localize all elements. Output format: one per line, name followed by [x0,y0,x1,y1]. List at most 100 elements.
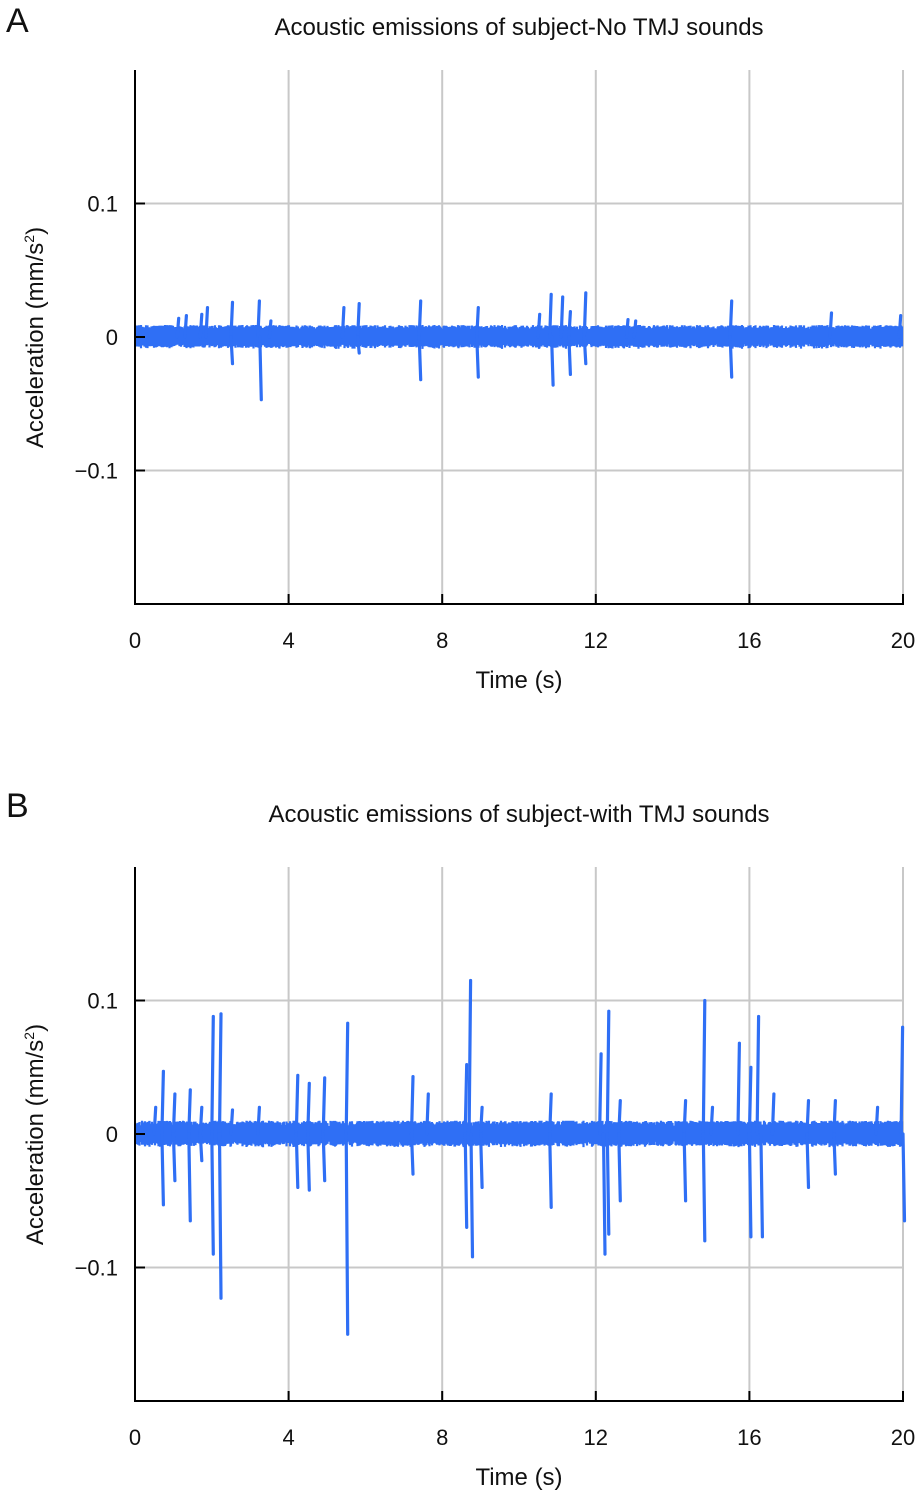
signal-spike [755,1014,761,1136]
x-tick-label: 8 [436,1425,448,1450]
signal-spike [210,1014,215,1136]
signal-spike [728,335,734,379]
signal-spike [306,1081,311,1136]
signal-spike [258,335,263,402]
signal-spike [321,1132,327,1183]
chart-title: Acoustic emissions of subject-No TMJ sou… [274,14,764,41]
signal-spike [548,1132,553,1209]
signal-spike [805,1099,811,1136]
signal-spike [582,291,588,339]
signal-spike [479,1132,484,1189]
signal-spike [356,335,361,355]
signal-spike [356,302,361,339]
panel-a: A Acoustic emissions of subject-No TMJ s… [6,2,915,694]
signal-spike [204,306,210,339]
signal-spike [617,1132,622,1203]
signal-spike [217,1012,223,1136]
signal-spike [409,1132,415,1176]
signal-spike [229,335,235,366]
signal-spike [160,1132,165,1207]
x-tick-label: 0 [129,628,141,653]
x-tick-label: 16 [737,628,761,653]
y-tick-label: −0.1 [75,1256,118,1281]
chart-title: Acoustic emissions of subject-with TMJ s… [268,801,770,828]
signal-spike [597,1052,603,1136]
signal-spike [425,1092,430,1136]
signal-spike [217,1132,223,1300]
signal-baseline [134,1120,904,1148]
x-axis-label: Time (s) [475,1464,563,1491]
signal-spike [229,1108,235,1136]
signal-spike [183,314,188,339]
signal-spike [632,319,638,339]
signal-spike [770,1092,776,1136]
signal-spike [701,1132,707,1243]
panel-label: A [6,2,29,40]
signal-spike [198,1105,204,1136]
signal-spike [267,319,273,339]
signal-spike [899,1025,905,1136]
signal-spike [559,295,565,339]
signal-spike [874,1105,880,1136]
x-tick-label: 16 [737,1425,761,1450]
signal-spike [463,1132,469,1229]
signal-spike [171,1132,177,1183]
signal-spike [567,335,573,376]
signal-spike [682,1099,688,1136]
signal-spike [321,1076,327,1136]
signal-baseline [134,325,904,349]
signal-spike [832,1132,838,1176]
signal-spike [187,1132,192,1223]
signal-spike [294,1073,300,1136]
signal-spike [467,978,473,1136]
signal-spike [175,316,181,339]
signal-spike [160,1069,165,1136]
signal-spike [479,1105,484,1136]
signal-spike [229,300,235,339]
signal-spike [256,1105,261,1136]
signal-spike [171,1092,177,1136]
signal-spike [210,1132,215,1256]
x-tick-label: 4 [282,1425,294,1450]
signal-spike [294,1132,300,1189]
y-tick-label: 0 [106,325,118,350]
x-tick-label: 12 [584,628,608,653]
panel-label: B [6,787,29,825]
signal-spike [805,1132,811,1189]
signal-spike [747,1065,753,1136]
signal-spike [198,312,204,339]
signal-spike [549,335,555,387]
x-tick-label: 8 [436,628,448,653]
signal-spike [624,318,630,339]
signal-spike [582,335,588,366]
signal-spike [901,1132,907,1223]
signal-spike [605,1132,611,1236]
signal-spike [475,335,480,379]
y-tick-label: 0.1 [87,989,118,1014]
y-tick-label: 0.1 [87,192,118,217]
signal-spike [256,299,261,339]
signal-spike [617,1099,622,1136]
x-tick-label: 20 [891,628,915,653]
signal-spike [417,335,423,382]
signal-spike [759,1132,765,1239]
signal-spike [605,1009,611,1136]
signal-spike [832,1099,838,1136]
signal-spike [463,1063,469,1136]
acceleration-plot: 0 4 8 12 16 20 −0.1 0 0.1 [75,867,915,1450]
signal-spike [682,1132,688,1203]
signal-spike [536,312,542,339]
signal-spike [306,1132,311,1192]
signal-spike [709,1105,715,1136]
signal-spike [475,306,480,339]
signal-spike [548,292,553,339]
signal-spike [601,1132,607,1256]
signal-spike [152,1105,158,1136]
x-tick-label: 4 [282,628,294,653]
signal-spike [728,299,734,339]
signal-spike [736,1041,742,1136]
signal-spike [417,299,423,339]
x-axis-label: Time (s) [475,667,563,694]
x-tick-label: 12 [584,1425,608,1450]
signal-spike [469,1132,475,1259]
